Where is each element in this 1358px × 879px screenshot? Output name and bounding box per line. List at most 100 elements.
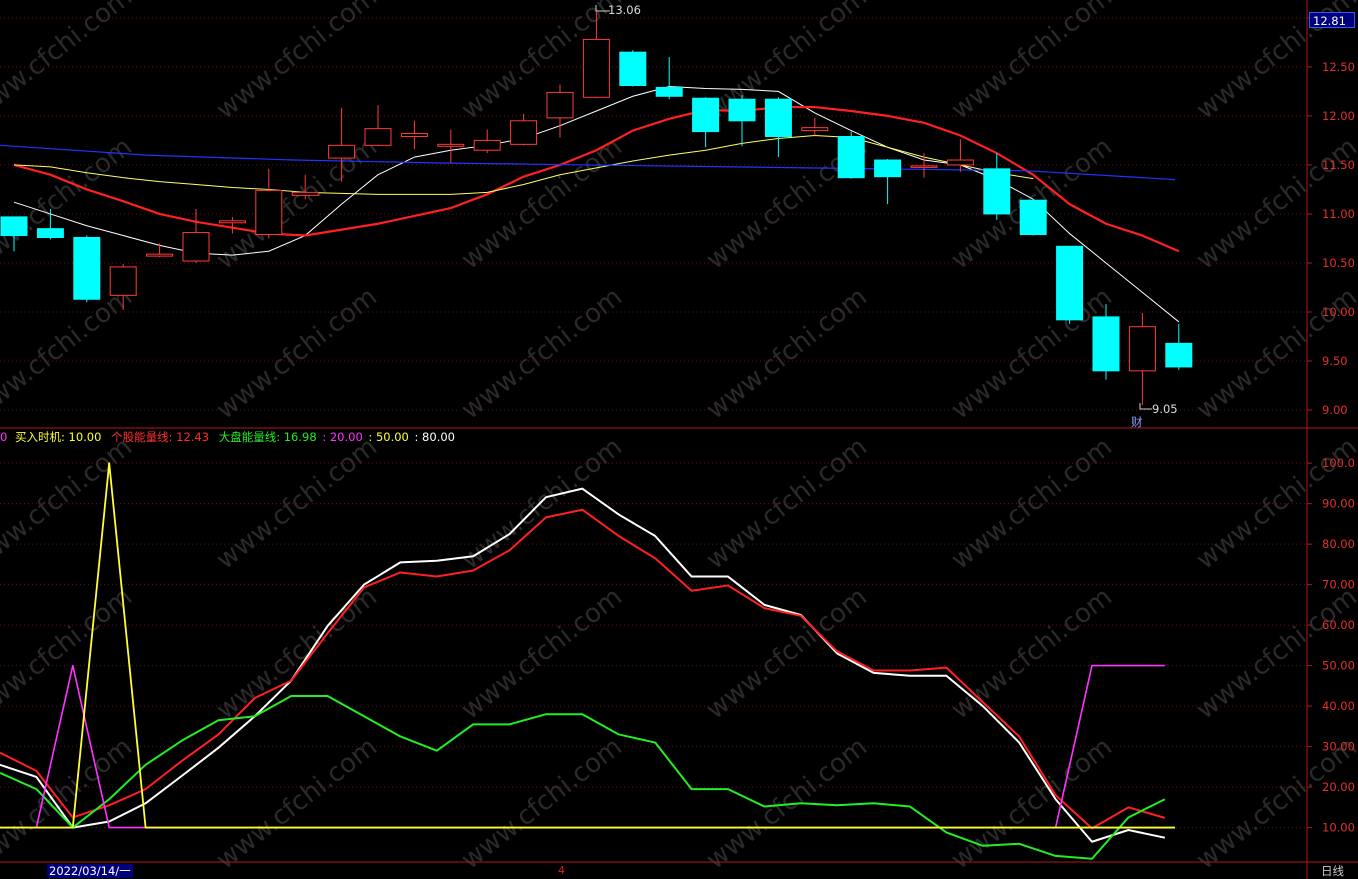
candle-body [510, 120, 538, 145]
indicator-line [0, 487, 1166, 843]
legend-buy-timing: 买入时机: 10.00 [14, 430, 102, 444]
candle-body [1165, 342, 1193, 368]
legend-level-20: : 20.00 [322, 430, 363, 444]
candle[interactable] [582, 11, 610, 99]
watermark-text: www.cfchi.com [211, 132, 383, 276]
candle-body [328, 144, 356, 159]
candle[interactable] [1056, 245, 1084, 324]
candle[interactable] [0, 216, 28, 252]
candle-body [218, 220, 246, 224]
candle[interactable] [801, 117, 829, 136]
candle-body [692, 97, 720, 133]
candle[interactable] [619, 50, 647, 87]
candle[interactable] [364, 105, 392, 147]
indicator-tick-label: 80.00 [1322, 537, 1355, 551]
candle[interactable] [946, 139, 974, 172]
watermark-text: www.cfchi.com [701, 432, 873, 576]
candle[interactable] [218, 216, 246, 234]
candle-body [1019, 199, 1047, 236]
watermark-text: www.cfchi.com [0, 282, 138, 426]
indicator-line [1054, 664, 1165, 828]
candle[interactable] [983, 153, 1011, 220]
price-tick-label: 9.50 [1322, 354, 1348, 368]
candle-body [728, 98, 756, 122]
indicator-tick-label: 90.00 [1322, 497, 1355, 511]
candle-body [910, 165, 938, 168]
watermark-text: www.cfchi.com [0, 582, 138, 726]
price-tick-label: 10.00 [1322, 305, 1355, 319]
candle-body [364, 128, 392, 146]
legend-stock-energy: 个股能量线: 12.43 [111, 430, 210, 444]
legend-level-50: : 50.00 [368, 430, 409, 444]
candle[interactable] [182, 209, 210, 263]
indicator-tick-label: 100.0 [1322, 456, 1355, 470]
watermark-text: www.cfchi.com [701, 582, 873, 726]
candle[interactable] [837, 131, 865, 179]
candle[interactable] [1165, 323, 1193, 370]
candle[interactable] [874, 159, 902, 205]
legend-level-80: : 80.00 [414, 430, 455, 444]
watermark-text: www.cfchi.com [456, 732, 628, 876]
watermark-text: www.cfchi.com [456, 582, 628, 726]
indicator-tick-label: 30.00 [1322, 740, 1355, 754]
period-selector[interactable]: 日线 [1321, 864, 1344, 878]
indicator-line [0, 462, 1175, 829]
price-markers: 13.06 9.05 财 [595, 3, 1178, 429]
candle[interactable] [510, 113, 538, 146]
candle[interactable] [255, 168, 283, 239]
indicator-tick-label: 50.00 [1322, 659, 1355, 673]
candle[interactable] [692, 97, 720, 148]
candle-body [1128, 326, 1156, 372]
candle-body [655, 86, 683, 97]
candle-body [874, 159, 902, 178]
candle[interactable] [910, 153, 938, 178]
candle-body [146, 253, 174, 257]
finance-event-badge[interactable]: 财 [1131, 415, 1143, 429]
candle-body [400, 133, 428, 137]
candlestick-series[interactable] [0, 11, 1193, 406]
watermark-text: www.cfchi.com [211, 282, 383, 426]
candle[interactable] [73, 235, 101, 303]
indicator-gridlines [0, 462, 1307, 829]
candle-body [73, 236, 101, 300]
watermark-text: www.cfchi.com [0, 732, 138, 876]
candle[interactable] [36, 209, 64, 240]
candle[interactable] [328, 108, 356, 182]
cursor-date-badge: 2022/03/14/一 [47, 864, 133, 878]
candle-body [546, 91, 574, 119]
candle[interactable] [109, 263, 137, 311]
indicator-tick-label: 40.00 [1322, 699, 1355, 713]
candle-body [1056, 245, 1084, 321]
candle-body [182, 232, 210, 262]
candle[interactable] [146, 243, 174, 258]
indicator-line [35, 664, 146, 829]
candle[interactable] [655, 57, 683, 100]
candle[interactable] [546, 84, 574, 138]
candle[interactable] [437, 129, 465, 163]
watermark-text: www.cfchi.com [456, 282, 628, 426]
candle[interactable] [1019, 199, 1047, 236]
candle[interactable] [728, 95, 756, 147]
legend-lead: 0 [0, 430, 8, 444]
candle[interactable] [1128, 312, 1156, 406]
legend-market-energy: 大盘能量线: 16.98 [218, 430, 317, 444]
indicator-line [0, 694, 1166, 860]
candle[interactable] [291, 174, 319, 200]
price-tick-label: 12.00 [1322, 109, 1355, 123]
watermark-text: www.cfchi.com [701, 282, 873, 426]
candle[interactable] [1092, 304, 1120, 380]
indicator-line-series [0, 462, 1175, 860]
candle[interactable] [764, 97, 792, 158]
watermark-text: www.cfchi.com [211, 732, 383, 876]
candle[interactable] [400, 120, 428, 150]
watermark-text: www.cfchi.com [1191, 132, 1358, 276]
candle-body [291, 191, 319, 196]
candle[interactable] [473, 129, 501, 154]
price-tick-label: 11.50 [1322, 158, 1355, 172]
watermark-text: www.cfchi.com [946, 0, 1118, 126]
indicator-tick-label: 10.00 [1322, 821, 1355, 835]
indicator-line [0, 508, 1166, 830]
cursor-month-mark: 4 [558, 864, 565, 877]
